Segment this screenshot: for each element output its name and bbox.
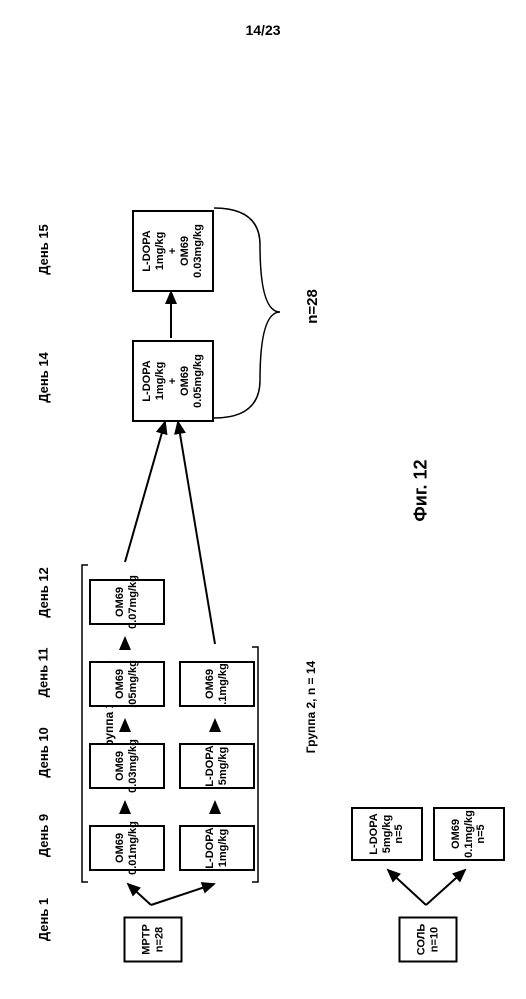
arrow [125,422,165,562]
arrow [128,884,151,905]
arrow [388,870,426,905]
bracket-group1 [82,565,88,882]
brace-n28 [214,208,280,418]
bracket-group2 [252,647,258,882]
arrows-layer [0,0,526,999]
arrow [178,422,215,644]
arrow [426,870,465,905]
arrow [151,884,214,905]
